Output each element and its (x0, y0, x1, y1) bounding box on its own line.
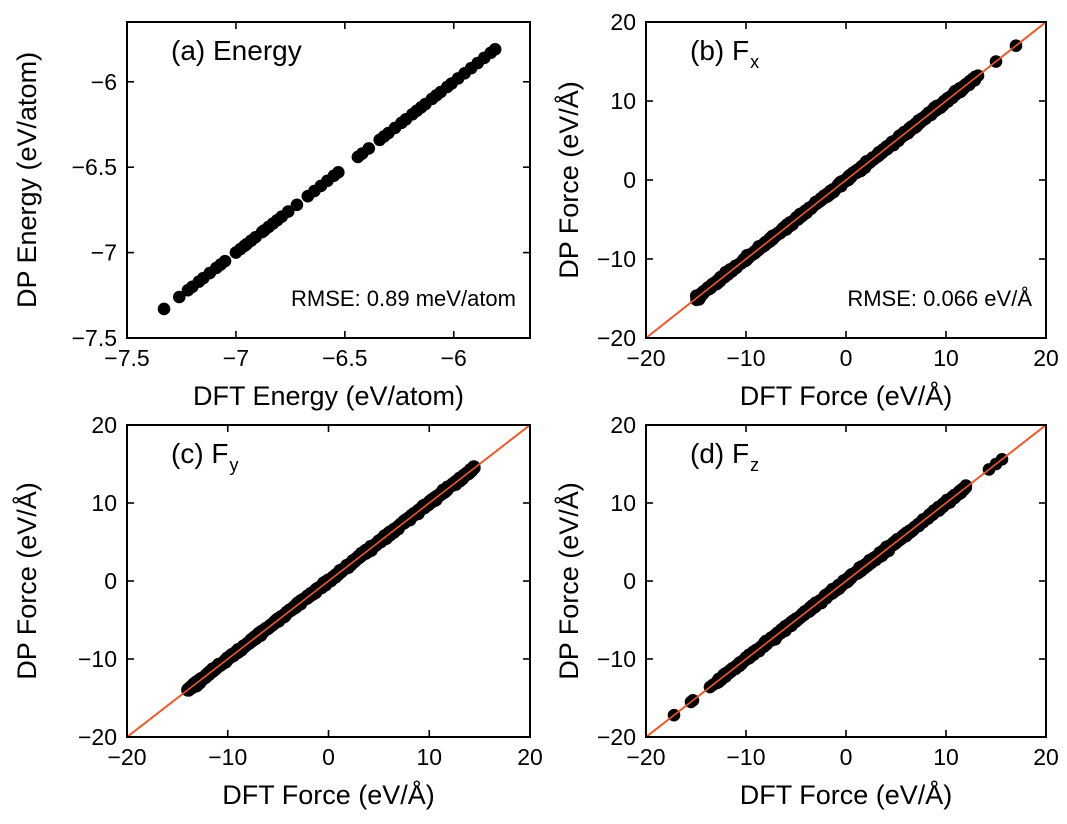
y-tick-label: −10 (597, 646, 636, 672)
y-axis-label: DP Force (eV/Å) (553, 81, 584, 279)
panel-a: −7.5 −7 −6.5 −6 −7.5 −7 −6.5 −6 DFT Energy (eV/a… (12, 21, 531, 411)
x-tick-label: 0 (840, 345, 853, 371)
data-point (766, 229, 780, 243)
x-tick-label: 0 (840, 744, 853, 770)
axes-frame (126, 21, 531, 339)
x-tick-label: −7 (223, 345, 249, 371)
y-tick-label: 20 (91, 412, 117, 438)
plot-area (646, 425, 1046, 737)
diagonal-line-overlay (127, 425, 530, 737)
x-tick-label: −10 (726, 744, 765, 770)
x-axis-label: DFT Force (eV/Å) (222, 779, 435, 810)
x-tick-label: 10 (416, 744, 442, 770)
y-tick-label: −6 (91, 69, 117, 95)
rmse-annotation: RMSE: 0.89 meV/atom (291, 286, 516, 311)
plot-area (127, 425, 530, 737)
y-tick-label: 10 (610, 490, 636, 516)
y-tick-label: −20 (597, 724, 636, 750)
x-tick-label: −10 (726, 345, 765, 371)
y-tick-label: −10 (78, 646, 117, 672)
data-point (332, 166, 345, 179)
panel-title: (c) Fy (171, 438, 239, 475)
y-tick-label: −6.5 (72, 154, 117, 180)
x-tick-label: 20 (1033, 345, 1059, 371)
x-tick-label: 10 (933, 345, 959, 371)
plot-area (646, 22, 1046, 338)
y-tick-label: −7.5 (72, 325, 117, 351)
y-axis-label: DP Force (eV/Å) (553, 482, 584, 680)
x-tick-label: 0 (322, 744, 335, 770)
x-axis-label: DFT Force (eV/Å) (740, 380, 953, 411)
x-tick-label: 10 (933, 744, 959, 770)
data-point (172, 290, 186, 304)
data-point (362, 142, 376, 155)
diagonal-line-overlay (646, 22, 1046, 338)
y-tick-label: 20 (610, 412, 636, 438)
panel-d: −20 −10 0 10 20 −20 −10 0 10 20 DFT Force (eV/Å) DP… (553, 412, 1059, 810)
x-axis-label: DFT Energy (eV/atom) (193, 381, 464, 411)
data-point (290, 198, 304, 212)
x-tick-label: −20 (107, 744, 146, 770)
x-tick-label: −7.5 (104, 345, 149, 371)
y-tick-label: −20 (78, 724, 117, 750)
data-point (157, 302, 171, 316)
y-tick-label: 0 (623, 568, 636, 594)
rmse-annotation: RMSE: 0.066 eV/Å (847, 286, 1032, 311)
panel-b: −20 −10 0 10 20 −20 −10 0 10 20 DFT Force (eV/Å) DP… (553, 9, 1059, 411)
y-axis-label: DP Energy (eV/atom) (12, 52, 42, 308)
data-point (449, 478, 463, 491)
x-tick-label: −20 (626, 744, 665, 770)
y-tick-label: 10 (91, 490, 117, 516)
y-tick-label: −7 (91, 240, 117, 266)
data-point (218, 254, 232, 268)
y-tick-label: −20 (597, 325, 636, 351)
x-tick-label: 20 (1033, 744, 1059, 770)
data-point (281, 205, 295, 218)
y-tick-label: −10 (597, 246, 636, 272)
data-point (488, 43, 502, 56)
panel-title: (b) Fx (690, 35, 759, 72)
x-tick-label: 20 (517, 744, 543, 770)
panel-c: −20 −10 0 10 20 −20 −10 0 10 20 DFT Force (eV/Å) DP… (11, 412, 543, 810)
x-axis-label: DFT Force (eV/Å) (740, 779, 953, 810)
panel-title: (a) Energy (171, 35, 302, 66)
y-tick-label: 0 (623, 167, 636, 193)
y-tick-label: 10 (610, 88, 636, 114)
y-axis-label: DP Force (eV/Å) (11, 482, 42, 680)
x-tick-label: −6 (441, 345, 467, 371)
x-tick-label: −10 (208, 744, 247, 770)
plot-area (157, 43, 502, 316)
y-tick-label: 0 (104, 568, 117, 594)
x-tick-label: −6.5 (322, 345, 367, 371)
x-tick-label: −20 (626, 345, 665, 371)
panel-title: (d) Fz (690, 438, 759, 475)
diagonal-line-overlay (646, 425, 1046, 737)
y-tick-label: 20 (610, 9, 636, 35)
